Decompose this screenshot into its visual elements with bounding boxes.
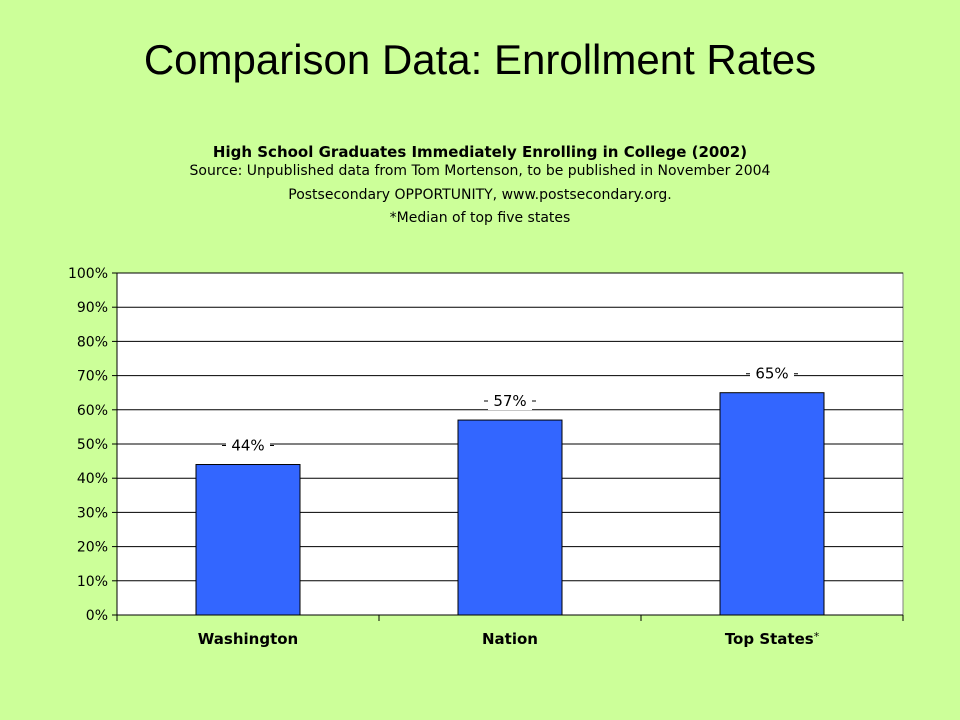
y-tick-label: 30% <box>77 505 108 521</box>
data-label-bg <box>488 390 532 411</box>
data-label: 65% <box>755 365 788 383</box>
data-label: 44% <box>231 437 264 455</box>
y-tick-label: 90% <box>77 300 108 316</box>
bar-top-states <box>719 392 825 616</box>
y-tick-label: 60% <box>77 403 108 419</box>
y-tick-label: 80% <box>77 334 108 350</box>
y-tick-label: 20% <box>77 540 108 556</box>
y-tick-label: 70% <box>77 369 108 385</box>
bar-nation <box>457 419 563 616</box>
x-category-label: Nation <box>482 630 538 648</box>
chart-subtitle-publisher: Postsecondary OPPORTUNITY, www.postsecon… <box>288 187 672 203</box>
y-tick-label: 10% <box>77 574 108 590</box>
data-label-bg <box>226 434 270 455</box>
slide-title: Comparison Data: Enrollment Rates <box>143 36 817 83</box>
y-tick-label: 50% <box>77 437 108 453</box>
data-label-bg <box>750 362 794 383</box>
y-tick-label: 100% <box>68 266 108 282</box>
x-category-label: Top States* <box>725 630 820 648</box>
chart-subtitle-footnote: *Median of top five states <box>389 210 571 226</box>
x-category-label: Washington <box>198 630 298 648</box>
data-label: 57% <box>493 392 526 410</box>
y-tick-label: 40% <box>77 471 108 487</box>
chart-title: High School Graduates Immediately Enroll… <box>212 143 748 161</box>
bar-washington <box>195 464 301 616</box>
chart-subtitle-source: Source: Unpublished data from Tom Morten… <box>189 163 771 179</box>
y-tick-label: 0% <box>86 608 108 624</box>
